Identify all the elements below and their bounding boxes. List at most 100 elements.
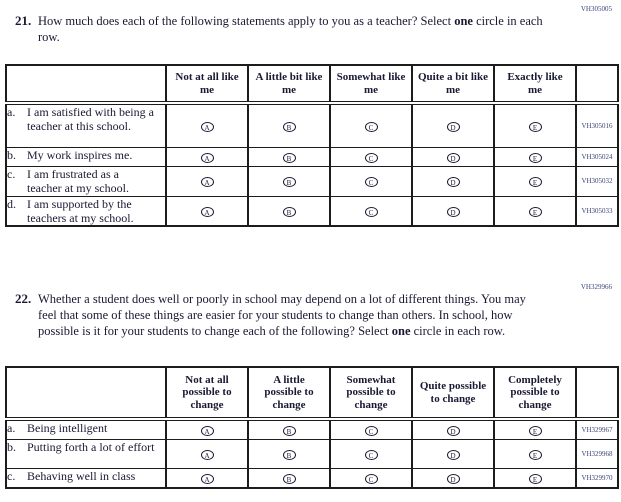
- row-text: I am frustrated as a teacher at my schoo…: [27, 166, 129, 195]
- q21-row-a-code: VH305016: [575, 102, 619, 148]
- q22-row-c-option-cell: E: [493, 468, 577, 489]
- q21-row-d-option-cell: B: [247, 195, 331, 227]
- answer-bubble-a[interactable]: A: [200, 450, 214, 460]
- answer-bubble-c[interactable]: C: [364, 177, 378, 187]
- answer-bubble-d[interactable]: D: [446, 426, 460, 436]
- answer-bubble-a[interactable]: A: [200, 177, 214, 187]
- answer-bubble-a[interactable]: A: [200, 152, 214, 163]
- row-text: Being intelligent: [27, 421, 108, 435]
- answer-bubble-d[interactable]: D: [446, 450, 460, 460]
- q21-row-b-statement: b. My work inspires me.: [5, 146, 167, 167]
- q22-row-b-option-cell: B: [247, 439, 331, 469]
- q22-response-table: Not at all possible to change A little p…: [5, 366, 619, 489]
- answer-bubble-b[interactable]: B: [282, 450, 296, 460]
- q21-row-b-option-cell: B: [247, 146, 331, 167]
- question-21-text-part2: circle in each row.: [38, 14, 543, 44]
- row-text: Putting forth a lot of effort: [27, 440, 155, 454]
- question-22-accession-code: VH329966: [580, 283, 612, 291]
- q21-row-c-option-cell: E: [493, 165, 577, 197]
- answer-bubble-a[interactable]: A: [200, 206, 214, 217]
- q21-row-b-code: VH305024: [575, 146, 619, 167]
- q22-row-b: b. Putting forth a lot of effort A B C D …: [5, 439, 619, 469]
- q22-row-b-option-cell: C: [329, 439, 413, 469]
- row-label: a.: [7, 421, 16, 435]
- answer-bubble-e[interactable]: E: [528, 206, 542, 217]
- q21-row-a-option-cell: D: [411, 102, 495, 148]
- q21-row-c-option-cell: D: [411, 165, 495, 197]
- q21-row-c-option-cell: C: [329, 165, 413, 197]
- answer-bubble-c[interactable]: C: [364, 206, 378, 217]
- q22-code-header: [575, 366, 619, 421]
- answer-bubble-d[interactable]: D: [446, 152, 460, 163]
- q21-row-c-code: VH305032: [575, 165, 619, 197]
- row-label: c.: [7, 166, 16, 181]
- answer-bubble-a[interactable]: A: [200, 474, 214, 484]
- q22-row-a-option-cell: A: [165, 418, 249, 440]
- q22-column-header-3: Somewhat possible to change: [329, 366, 413, 421]
- answer-bubble-e[interactable]: E: [528, 474, 542, 484]
- q22-row-a-option-cell: C: [329, 418, 413, 440]
- q22-row-b-option-cell: D: [411, 439, 495, 469]
- answer-bubble-c[interactable]: C: [364, 450, 378, 460]
- q21-row-b-option-cell: C: [329, 146, 413, 167]
- answer-bubble-c[interactable]: C: [364, 474, 378, 484]
- q21-row-d-statement: d. I am supported by the teachers at my s…: [5, 195, 167, 227]
- q22-row-a-option-cell: E: [493, 418, 577, 440]
- answer-bubble-e[interactable]: E: [528, 177, 542, 187]
- answer-bubble-a[interactable]: A: [200, 121, 214, 132]
- row-text: I am satisfied with being a teacher at t…: [27, 105, 154, 134]
- answer-bubble-c[interactable]: C: [364, 426, 378, 436]
- q22-row-c-statement: c. Behaving well in class: [5, 468, 167, 489]
- q21-row-c-option-cell: A: [165, 165, 249, 197]
- answer-bubble-e[interactable]: E: [528, 426, 542, 436]
- question-21: 21. How much does each of the following …: [15, 13, 546, 45]
- q22-column-header-5: Completely possible to change: [493, 366, 577, 421]
- q22-row-a-option-cell: B: [247, 418, 331, 440]
- q21-row-c-option-cell: B: [247, 165, 331, 197]
- q21-row-c: c. I am frustrated as a teacher at my sch…: [5, 165, 619, 197]
- q22-row-a: a. Being intelligent A B C D E VH329967: [5, 418, 619, 440]
- question-21-text: How much does each of the following stat…: [38, 13, 546, 45]
- answer-bubble-d[interactable]: D: [446, 206, 460, 217]
- answer-bubble-d[interactable]: D: [446, 177, 460, 187]
- q21-row-a-option-cell: E: [493, 102, 577, 148]
- q22-column-header-1: Not at all possible to change: [165, 366, 249, 421]
- answer-bubble-b[interactable]: B: [282, 474, 296, 484]
- q21-row-b-option-cell: A: [165, 146, 249, 167]
- answer-bubble-b[interactable]: B: [282, 177, 296, 187]
- q21-row-c-statement: c. I am frustrated as a teacher at my sch…: [5, 165, 167, 197]
- q21-row-b: b. My work inspires me. A B C D E VH30502…: [5, 146, 619, 167]
- q22-row-c: c. Behaving well in class A B C D E VH329…: [5, 468, 619, 489]
- question-21-number: 21.: [15, 13, 32, 28]
- q21-column-header-2: A little bit like me: [247, 64, 331, 105]
- question-22-text: Whether a student does well or poorly in…: [38, 291, 546, 339]
- answer-bubble-e[interactable]: E: [528, 121, 542, 132]
- q21-row-a-option-cell: C: [329, 102, 413, 148]
- answer-bubble-e[interactable]: E: [528, 152, 542, 163]
- q22-row-b-code: VH329968: [575, 439, 619, 469]
- answer-bubble-a[interactable]: A: [200, 426, 214, 436]
- q22-row-c-option-cell: C: [329, 468, 413, 489]
- question-22-number: 22.: [15, 291, 32, 306]
- q21-column-header-4: Quite a bit like me: [411, 64, 495, 105]
- q21-row-b-option-cell: D: [411, 146, 495, 167]
- answer-bubble-b[interactable]: B: [282, 152, 296, 163]
- question-22-text-part2: circle in each row.: [410, 324, 506, 338]
- answer-bubble-d[interactable]: D: [446, 121, 460, 132]
- row-label: d.: [7, 196, 16, 211]
- question-22: 22. Whether a student does well or poorl…: [15, 291, 546, 339]
- answer-bubble-b[interactable]: B: [282, 121, 296, 132]
- answer-bubble-c[interactable]: C: [364, 152, 378, 163]
- answer-bubble-e[interactable]: E: [528, 450, 542, 460]
- q22-row-c-option-cell: A: [165, 468, 249, 489]
- answer-bubble-b[interactable]: B: [282, 206, 296, 217]
- q21-row-a-statement: a. I am satisfied with being a teacher at…: [5, 102, 167, 148]
- question-22-text-part1: Whether a student does well or poorly in…: [38, 292, 526, 338]
- answer-bubble-d[interactable]: D: [446, 474, 460, 484]
- q21-column-header-1: Not at all like me: [165, 64, 249, 105]
- q22-row-c-option-cell: D: [411, 468, 495, 489]
- row-label: c.: [7, 469, 16, 483]
- q22-statement-header: [5, 366, 167, 421]
- answer-bubble-b[interactable]: B: [282, 426, 296, 436]
- answer-bubble-c[interactable]: C: [364, 121, 378, 132]
